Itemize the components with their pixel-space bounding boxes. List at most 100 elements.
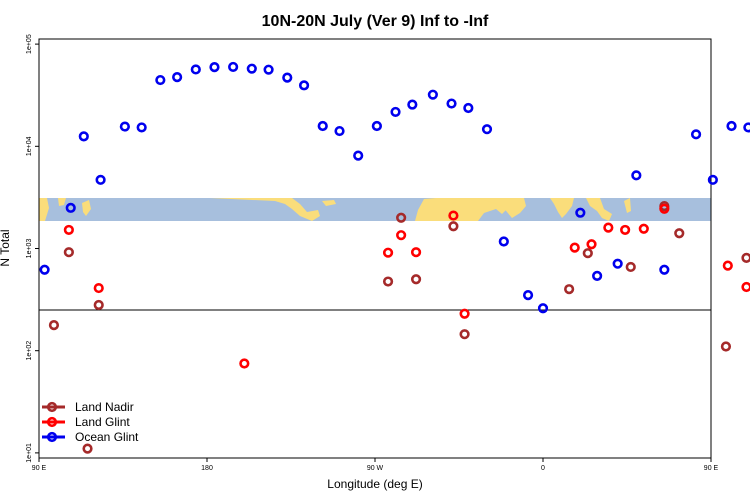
point-land-nadir	[448, 221, 459, 232]
land-india	[550, 198, 574, 218]
x-tick-label: 90 W	[367, 465, 384, 472]
point-land-nadir	[741, 252, 750, 263]
x-tick-label: 90 E	[704, 465, 719, 472]
point-ocean-glint	[65, 202, 76, 213]
point-ocean-glint	[353, 150, 364, 161]
legend-marker-land-nadir	[46, 401, 58, 413]
y-tick-label: 1e+04	[26, 136, 33, 156]
point-ocean-glint	[390, 106, 401, 118]
point-land-nadir	[625, 261, 636, 273]
land-arabia	[478, 198, 526, 218]
point-ocean-glint	[119, 121, 130, 132]
point-ocean-glint	[690, 129, 702, 140]
x-tick-label: 90 E	[32, 465, 47, 472]
ocean-strip	[39, 198, 711, 221]
point-land-glint	[569, 242, 580, 253]
point-land-glint	[239, 358, 250, 369]
land-se-asia	[586, 198, 612, 221]
data-points	[39, 61, 750, 454]
legend-item-land-nadir: Land Nadir	[42, 400, 134, 414]
x-tick-label: 0	[541, 465, 545, 472]
point-ocean-glint	[172, 72, 183, 83]
point-land-nadir	[93, 299, 104, 311]
legend-label-land-glint: Land Glint	[75, 415, 130, 429]
point-ocean-glint	[228, 61, 239, 73]
legend-marker-ocean-glint	[46, 431, 58, 443]
point-ocean-glint	[659, 264, 670, 275]
point-land-nadir	[564, 284, 575, 295]
point-land-nadir	[382, 276, 394, 287]
point-ocean-glint	[298, 80, 310, 91]
point-ocean-glint	[498, 236, 509, 247]
point-ocean-glint	[592, 270, 603, 281]
point-ocean-glint	[537, 303, 549, 314]
point-ocean-glint	[282, 72, 293, 83]
point-land-glint	[722, 260, 733, 271]
point-land-glint	[459, 308, 470, 319]
point-ocean-glint	[246, 63, 257, 74]
land-caribbean	[322, 200, 336, 206]
y-tick-label: 1e+05	[26, 34, 33, 54]
point-ocean-glint	[407, 99, 418, 110]
x-axis: 90 E 180 90 W 0 90 E	[32, 458, 719, 472]
point-ocean-glint	[726, 120, 737, 132]
point-ocean-glint	[427, 89, 438, 100]
point-land-glint	[448, 210, 459, 221]
legend-item-ocean-glint: Ocean Glint	[42, 430, 139, 444]
y-tick-label: 1e+03	[26, 239, 33, 259]
point-ocean-glint	[522, 289, 534, 301]
point-land-glint	[396, 230, 407, 241]
legend-marker-land-glint	[46, 416, 58, 428]
point-ocean-glint	[334, 125, 345, 137]
point-ocean-glint	[371, 120, 382, 132]
point-ocean-glint	[95, 174, 106, 185]
point-ocean-glint	[136, 122, 147, 133]
point-land-nadir	[48, 320, 60, 331]
point-land-glint	[638, 223, 649, 234]
point-ocean-glint	[575, 207, 586, 218]
point-land-nadir	[410, 274, 422, 285]
x-axis-label: Longitude (deg E)	[327, 477, 422, 491]
point-land-glint	[659, 203, 670, 214]
point-land-glint	[620, 224, 631, 236]
point-land-glint	[93, 282, 104, 294]
legend-label-ocean-glint: Ocean Glint	[75, 430, 139, 444]
land-africa	[415, 198, 506, 221]
point-land-nadir	[720, 341, 732, 352]
point-ocean-glint	[190, 64, 201, 75]
point-land-nadir	[582, 248, 593, 259]
map-strip	[39, 198, 711, 221]
point-land-glint	[586, 239, 597, 250]
point-land-glint	[410, 247, 422, 258]
land-asia-oceania-left	[39, 198, 91, 221]
point-ocean-glint	[263, 64, 274, 75]
point-ocean-glint	[481, 124, 493, 135]
chart-title: 10N-20N July (Ver 9) Inf to -Inf	[262, 13, 489, 30]
legend-label-land-nadir: Land Nadir	[75, 400, 134, 414]
land-philippines	[624, 198, 631, 213]
point-ocean-glint	[463, 102, 474, 114]
point-land-glint	[741, 281, 750, 293]
y-axis-label: N Total	[0, 229, 12, 266]
point-ocean-glint	[155, 74, 166, 86]
y-tick-label: 1e+01	[26, 443, 33, 463]
land-mexico	[210, 198, 320, 221]
point-land-glint	[63, 224, 74, 236]
point-land-glint	[603, 222, 614, 233]
legend-item-land-glint: Land Glint	[42, 415, 130, 429]
point-ocean-glint	[78, 131, 89, 142]
point-ocean-glint	[707, 174, 718, 185]
point-ocean-glint	[743, 122, 750, 133]
point-ocean-glint	[39, 264, 50, 275]
point-land-glint	[382, 247, 394, 258]
point-land-nadir	[396, 212, 407, 223]
point-ocean-glint	[631, 170, 642, 181]
point-ocean-glint	[209, 62, 220, 73]
point-land-nadir	[82, 443, 93, 454]
point-ocean-glint	[317, 120, 328, 132]
point-land-nadir	[674, 228, 685, 239]
plot-frame	[38, 38, 712, 459]
x-tick-label: 180	[201, 465, 213, 472]
legend: Land Nadir Land Glint Ocean Glint	[42, 400, 139, 444]
